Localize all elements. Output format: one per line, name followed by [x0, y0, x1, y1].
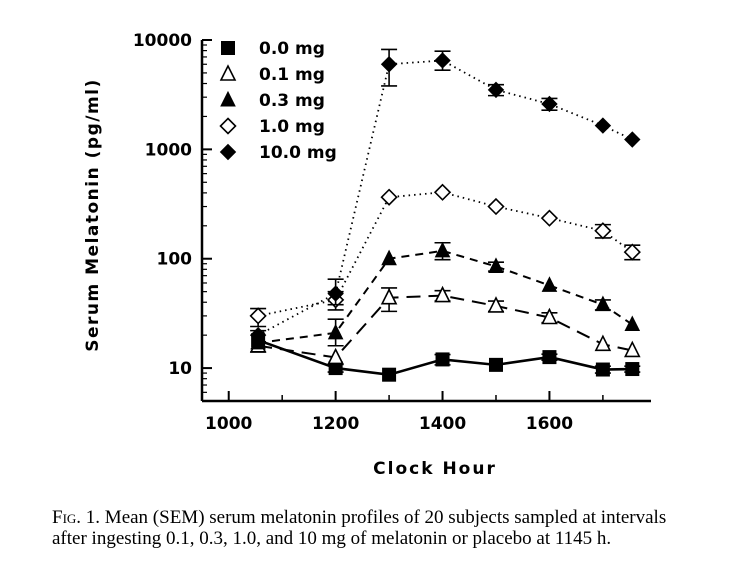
data-point	[487, 197, 505, 216]
y-tick-label: 1000	[145, 140, 192, 160]
figure-caption-label: Fig. 1.	[52, 507, 101, 528]
data-point	[595, 362, 610, 377]
x-axis-ticks: 1000 1200 1400 1600	[205, 391, 604, 434]
series-line	[257, 59, 633, 336]
y-tick-label: 10	[168, 359, 192, 379]
chart-legend: 0.0 mg 0.1 mg 0.3 mg 1.0 mg 10.0 mg	[219, 39, 337, 163]
data-point	[623, 243, 641, 261]
data-point	[380, 287, 398, 305]
data-point	[541, 307, 558, 325]
legend-label: 1.0 mg	[259, 117, 325, 137]
data-point	[541, 276, 558, 292]
series-0-0-mg-mg	[250, 329, 641, 382]
x-tick-label: 1400	[419, 414, 466, 434]
series-line	[257, 249, 633, 344]
data-point	[380, 56, 398, 73]
data-point	[381, 249, 397, 266]
data-point	[625, 362, 640, 377]
series-line	[257, 191, 633, 317]
x-axis-label: Clock Hour	[373, 459, 497, 479]
data-point	[594, 334, 612, 352]
figure-caption-text: Mean (SEM) serum melatonin profiles of 2…	[52, 507, 667, 549]
x-tick-label: 1000	[205, 414, 252, 434]
chart-series	[249, 48, 641, 382]
data-point	[624, 315, 641, 332]
legend-label: 0.1 mg	[259, 65, 325, 85]
data-point	[623, 340, 641, 358]
data-point	[435, 352, 450, 367]
legend-label: 0.0 mg	[259, 39, 325, 59]
legend-marker	[219, 143, 237, 161]
legend-marker	[220, 90, 236, 107]
y-axis-label: Serum Melatonin (pg/ml)	[83, 78, 103, 352]
series-line	[257, 338, 633, 377]
data-point	[594, 222, 612, 240]
data-point	[434, 241, 451, 258]
legend-label: 10.0 mg	[259, 143, 337, 163]
figure-caption: Fig. 1. Mean (SEM) serum melatonin profi…	[52, 507, 692, 549]
data-point	[328, 361, 343, 376]
data-point	[382, 367, 397, 382]
legend-label: 0.3 mg	[259, 91, 325, 111]
data-point	[434, 285, 451, 303]
data-point	[541, 95, 558, 113]
data-point	[488, 357, 503, 372]
data-point	[595, 295, 611, 312]
data-point	[249, 326, 267, 344]
series-1-0-mg-mg	[249, 183, 641, 328]
y-tick-label: 10000	[133, 31, 192, 51]
legend-marker	[219, 64, 237, 81]
series-10-0-mg-mg	[249, 48, 641, 344]
series-line	[257, 294, 633, 359]
data-point	[624, 131, 641, 148]
data-point	[542, 350, 557, 365]
x-tick-label: 1600	[526, 414, 573, 434]
legend-marker	[219, 117, 237, 135]
data-point	[434, 52, 451, 69]
data-point	[540, 209, 559, 227]
data-point	[249, 307, 267, 325]
series-0-1-mg-mg	[249, 285, 641, 365]
x-tick-label: 1200	[312, 414, 359, 434]
y-tick-label: 100	[157, 250, 193, 270]
data-point	[487, 296, 505, 313]
data-point	[327, 285, 344, 302]
chart-axes	[200, 40, 651, 403]
data-point	[327, 323, 344, 340]
y-axis-ticks: 10 100 1000 10000	[133, 31, 212, 393]
legend-marker	[221, 41, 235, 55]
data-point	[327, 347, 344, 365]
data-point	[380, 188, 398, 206]
data-point	[488, 257, 504, 273]
data-point	[594, 117, 612, 134]
data-point	[487, 81, 505, 99]
data-point	[433, 183, 452, 201]
